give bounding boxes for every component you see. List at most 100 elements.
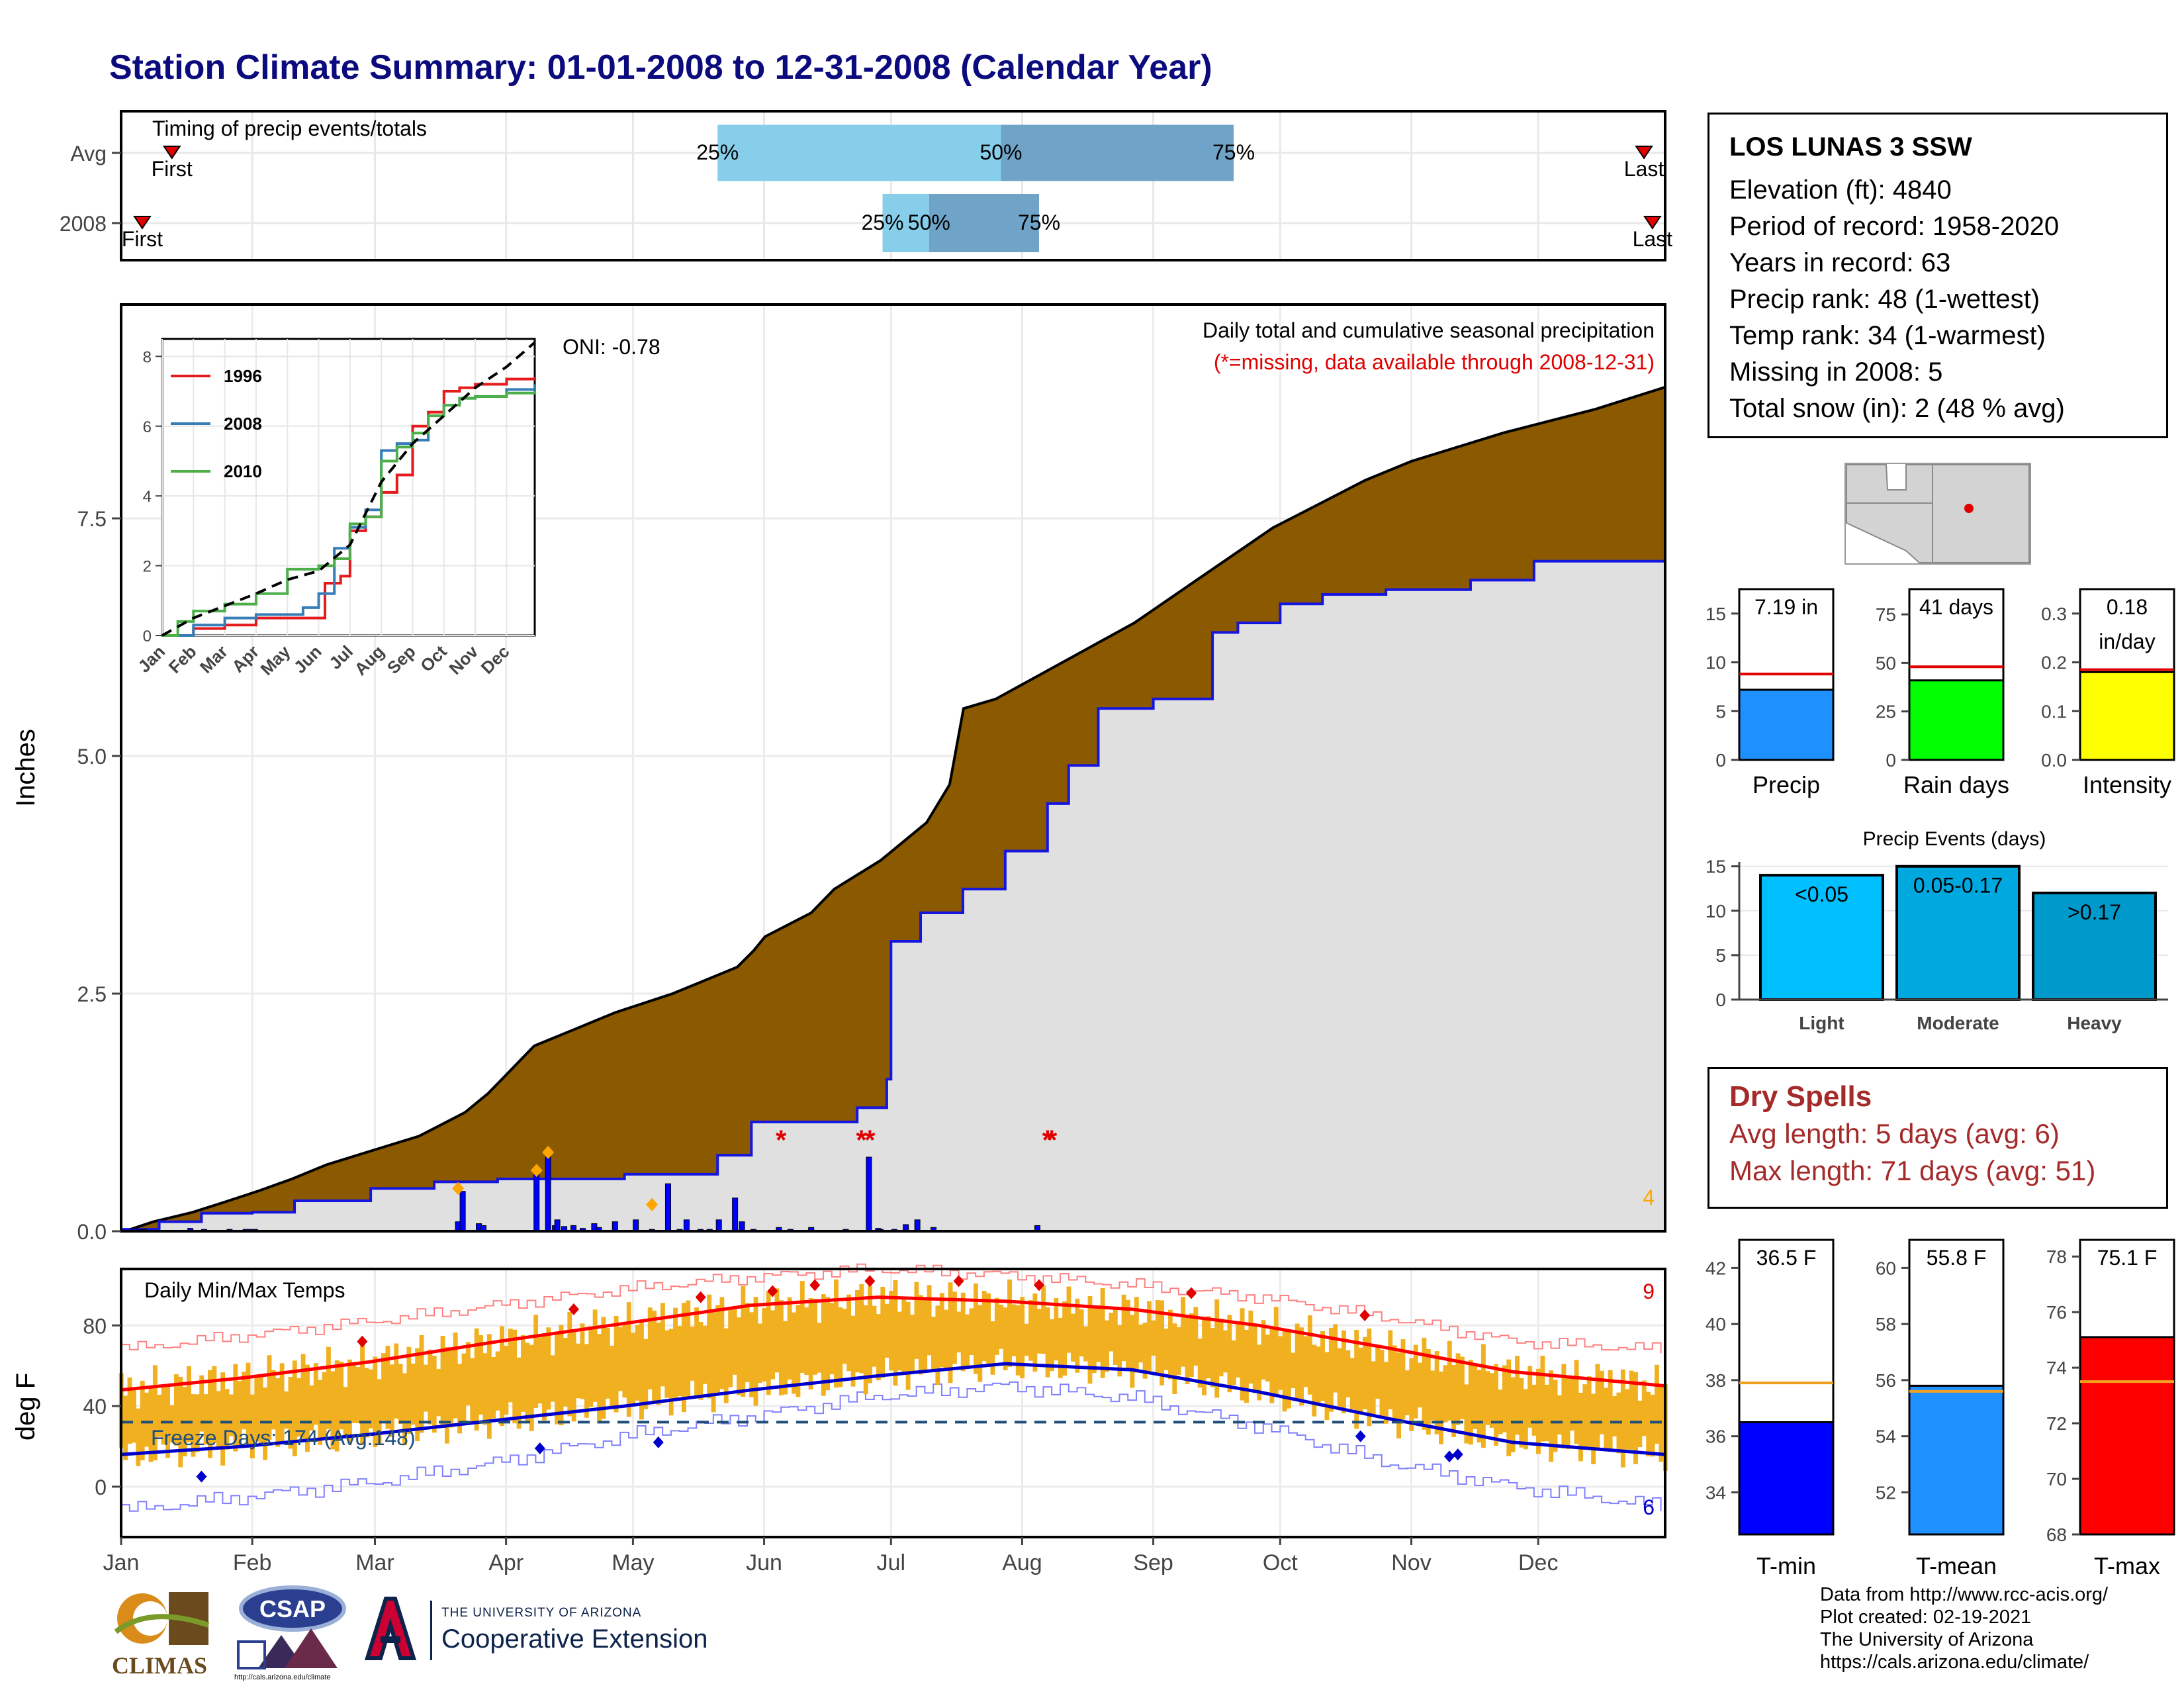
station-temp-rank: Temp rank: 34 (1-warmest) (1729, 321, 2046, 350)
temp-daily-bar (1637, 1400, 1643, 1447)
temp-daily-bar (419, 1335, 424, 1433)
events-bar (1895, 865, 2021, 1002)
station-precip-rank: Precip rank: 48 (1-wettest) (1729, 285, 2040, 314)
temp-max-record-marker (1034, 1279, 1045, 1291)
temp-daily-bar (1185, 1317, 1190, 1385)
temp-daily-bar (923, 1299, 928, 1372)
temp-daily-bar (1510, 1377, 1516, 1452)
temp-max-record-marker (568, 1303, 579, 1315)
temp-daily-bar (347, 1359, 352, 1444)
station-name: LOS LUNAS 3 SSW (1729, 132, 1972, 162)
temp-value-label: 55.8 F (1927, 1246, 1987, 1270)
temp-daily-bar (1367, 1329, 1372, 1427)
temp-y-tick-label: 54 (1876, 1427, 1896, 1447)
events-category-label: Heavy (2067, 1013, 2122, 1033)
temp-max-record-marker (695, 1291, 706, 1303)
temp-y-tick-label: 38 (1706, 1370, 1726, 1391)
temp-y-tick-label: 0 (95, 1476, 107, 1499)
temp-daily-bar (292, 1360, 297, 1457)
summary-value-label: 0.18 (2107, 595, 2148, 619)
temp-daily-bar (1223, 1330, 1228, 1373)
temp-min-records-count: 6 (1643, 1495, 1655, 1519)
temp-daily-bar (1400, 1339, 1406, 1420)
temp-daily-bar (952, 1291, 957, 1364)
events-y-tick-label: 5 (1715, 945, 1726, 966)
temp-daily-bar (191, 1394, 196, 1457)
temp-daily-bar (567, 1311, 572, 1417)
temp-min-record-marker (653, 1436, 664, 1448)
temp-daily-bar (1105, 1320, 1109, 1372)
temp-daily-bar (1531, 1384, 1537, 1436)
temp-daily-bar (373, 1356, 378, 1447)
temp-daily-bar (1354, 1329, 1359, 1429)
temp-daily-bar (1126, 1299, 1130, 1369)
temp-daily-bar (889, 1290, 893, 1371)
temp-value-bar (2079, 1336, 2175, 1536)
temp-daily-bar (707, 1294, 712, 1399)
temp-daily-bar (381, 1353, 386, 1421)
temp-daily-bar (728, 1309, 733, 1387)
summary-value-label: 41 days (1919, 595, 1993, 619)
temp-daily-bar (1236, 1324, 1241, 1378)
temp-daily-bar (224, 1389, 230, 1450)
summary-y-tick-label: 0 (1886, 750, 1896, 771)
temp-min-record-marker (534, 1442, 545, 1455)
temp-daily-bar (1544, 1384, 1549, 1442)
temp-daily-bar (1620, 1369, 1625, 1468)
temp-daily-bar (377, 1379, 382, 1444)
temp-title: Daily Min/Max Temps (144, 1278, 345, 1302)
temp-daily-bar (1570, 1376, 1575, 1431)
temp-daily-bar (208, 1370, 212, 1458)
temp-daily-bar (1117, 1325, 1122, 1377)
temp-daily-bar (825, 1297, 831, 1391)
temp-daily-bar (1599, 1370, 1604, 1434)
temp-daily-bar (1383, 1362, 1388, 1424)
temp-daily-bar (360, 1341, 365, 1446)
temp-daily-bar (1278, 1336, 1283, 1390)
temp-daily-bar (829, 1303, 835, 1375)
temp-x-tick-label: Aug (1002, 1550, 1042, 1575)
timing-pct-label: 25% (696, 140, 739, 164)
temp-panel-label: T-max (2094, 1552, 2160, 1579)
temp-daily-bar (1473, 1366, 1478, 1429)
temp-daily-bar (1295, 1323, 1300, 1399)
temp-daily-bar (1218, 1319, 1224, 1377)
temp-daily-bar (1485, 1371, 1490, 1425)
temp-x-tick-label: Jul (877, 1550, 905, 1575)
inset-legend-label: 2008 (224, 414, 262, 434)
temp-max-record-marker (1359, 1309, 1371, 1322)
temp-daily-bar (1320, 1331, 1325, 1401)
temp-daily-bar (521, 1335, 525, 1412)
precip-y-axis-label: Inches (11, 729, 40, 807)
summary-y-tick-label: 0.2 (2041, 653, 2067, 673)
dry-spells-title: Dry Spells (1729, 1080, 1872, 1113)
timing-pct-label: 25% (861, 211, 903, 234)
temp-max-record-marker (767, 1285, 778, 1297)
precip-average-line (121, 547, 1666, 1231)
events-y-tick-label: 10 (1706, 901, 1726, 921)
inset-legend-label: 1996 (224, 366, 262, 386)
temp-daily-bar (723, 1328, 729, 1403)
temp-daily-bar (486, 1334, 492, 1439)
temp-daily-bar (402, 1373, 407, 1446)
temp-daily-bar (1422, 1337, 1427, 1430)
temp-record-min-line (121, 1381, 1662, 1512)
temp-daily-bar (368, 1369, 373, 1429)
temp-y-tick-label: 40 (1706, 1314, 1726, 1335)
temp-daily-bar (516, 1357, 522, 1429)
temp-daily-bar (1502, 1365, 1507, 1432)
temp-daily-bar (1050, 1319, 1054, 1372)
temp-daily-bar (859, 1284, 864, 1374)
inset-y-tick-label: 8 (143, 348, 152, 366)
temp-daily-bar (389, 1364, 394, 1437)
dry-spells-max: Max length: 71 days (avg: 51) (1729, 1155, 2096, 1186)
summary-value-label: 7.19 in (1754, 595, 1818, 619)
summary-y-tick-label: 15 (1706, 604, 1726, 624)
temp-y-tick-label: 52 (1876, 1482, 1896, 1503)
temp-daily-bar (677, 1326, 682, 1397)
temp-daily-bar (737, 1317, 741, 1395)
credit-line: Data from http://www.rcc-acis.org/ (1820, 1584, 2109, 1605)
events-y-tick-label: 0 (1715, 990, 1726, 1010)
temp-max-record-marker (864, 1275, 876, 1288)
temp-daily-bar (1519, 1378, 1524, 1448)
